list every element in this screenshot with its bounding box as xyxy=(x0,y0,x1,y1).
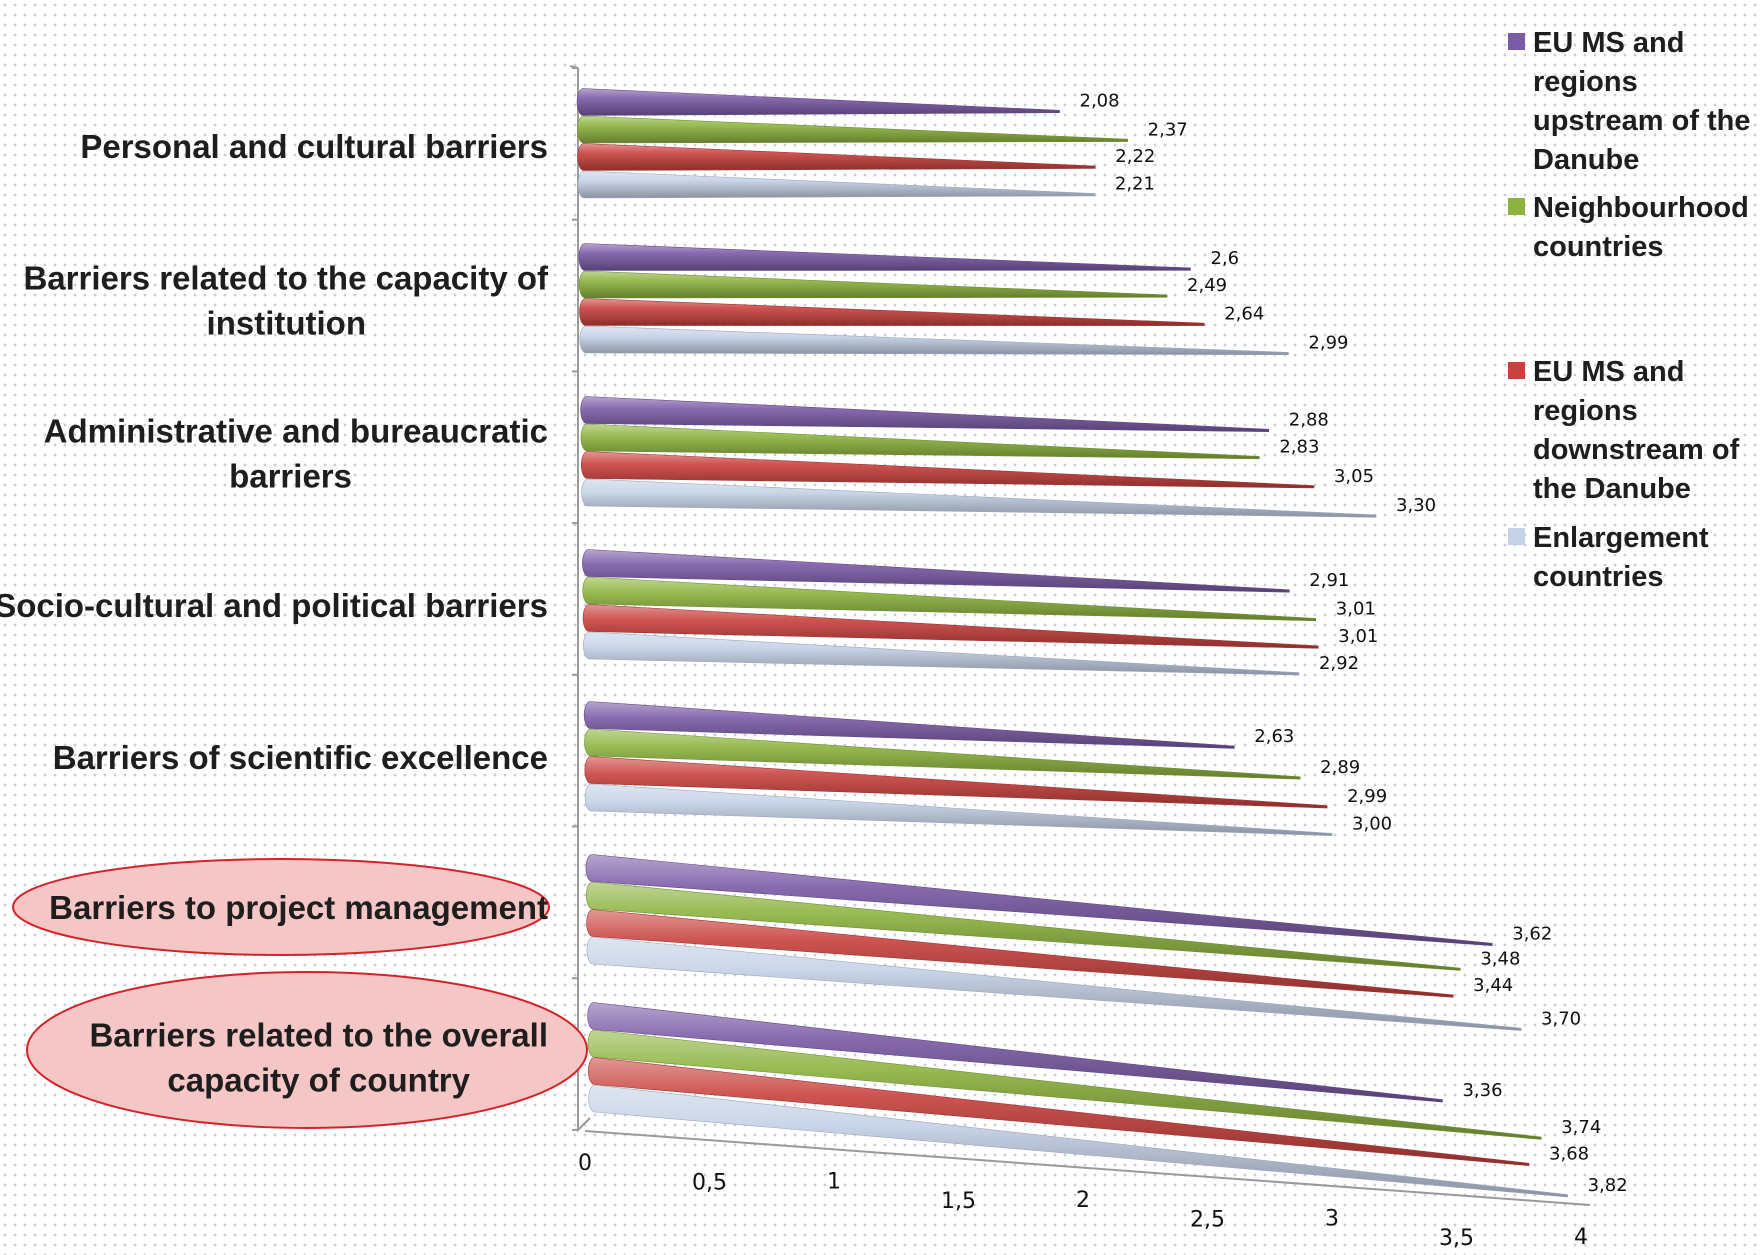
category-label: Barriers related to the overall capacity … xyxy=(89,1017,548,1099)
value-label-2-3: 2,64 xyxy=(1224,303,1264,324)
category-labels: Personal and cultural barriers Barriers r… xyxy=(0,128,588,1129)
bar-6-series-3 xyxy=(586,909,1454,998)
value-label-1-4: 2,21 xyxy=(1115,174,1155,195)
bar-7-series-2 xyxy=(587,1029,1542,1140)
x-tick-label: 3,5 xyxy=(1439,1226,1474,1251)
value-label-5-4: 3,00 xyxy=(1352,814,1392,835)
category-label: Barriers of scientific excellence xyxy=(53,739,548,776)
bar-1-series-1 xyxy=(576,88,1060,116)
value-label-6-1: 3,62 xyxy=(1512,924,1552,945)
bar-2-series-3 xyxy=(579,298,1205,326)
legend-label: EU MS and regions upstream of the Danube xyxy=(1533,27,1751,176)
value-label-2-2: 2,49 xyxy=(1187,275,1227,296)
legend-label: EU MS and regions downstream of the Danube xyxy=(1533,356,1740,505)
axis-layer xyxy=(569,65,1591,1206)
bar-7-series-1 xyxy=(587,1002,1443,1103)
bar-5-series-4 xyxy=(584,783,1333,837)
bar-1-series-2 xyxy=(577,115,1128,144)
bar-5-series-1 xyxy=(583,701,1235,749)
value-label-1-3: 2,22 xyxy=(1115,146,1155,167)
value-label-5-2: 2,89 xyxy=(1320,757,1360,778)
x-tick-label: 4 xyxy=(1574,1225,1588,1250)
bar-1-series-4 xyxy=(577,170,1096,199)
bar-2-series-2 xyxy=(578,270,1168,299)
legend-swatch xyxy=(1508,528,1525,545)
highlight-ellipse xyxy=(26,971,588,1129)
x-tick-label: 0 xyxy=(578,1151,592,1176)
x-tick-label: 2 xyxy=(1076,1188,1090,1213)
x-tick-label: 3 xyxy=(1325,1207,1339,1232)
bar-4-series-1 xyxy=(582,549,1290,593)
x-tick-label: 1 xyxy=(827,1170,841,1195)
legend-swatch xyxy=(1508,33,1525,50)
value-label-7-4: 3,82 xyxy=(1588,1175,1628,1196)
value-label-5-3: 2,99 xyxy=(1347,786,1387,807)
highlight-ellipse xyxy=(12,858,550,956)
category-label: Personal and cultural barriers xyxy=(80,128,548,165)
bar-1-series-3 xyxy=(577,143,1096,171)
category-label: Socio-cultural and political barriers xyxy=(0,587,548,624)
category-label: Barriers to project management xyxy=(49,889,548,926)
bar-3-series-3 xyxy=(580,451,1315,489)
value-label-4-3: 3,01 xyxy=(1338,626,1378,647)
bar-5-series-2 xyxy=(584,728,1301,780)
x-tick-label: 1,5 xyxy=(941,1189,976,1214)
legend: EU MS and regions upstream of the Danube Nei… xyxy=(1508,27,1751,593)
bar-6-series-2 xyxy=(585,881,1461,971)
bar-6-series-1 xyxy=(585,854,1493,947)
bar-7-series-3 xyxy=(588,1057,1530,1166)
bar-4-series-2 xyxy=(582,576,1317,622)
value-label-1-2: 2,37 xyxy=(1148,119,1188,140)
bars-layer: 2,08 2,37 2,22 2,21 2,6 2,49 2,64 2,99 2,88 2,83 3… xyxy=(576,88,1628,1198)
value-label-6-2: 3,48 xyxy=(1480,948,1520,969)
category-label: Barriers related to the capacity of insti… xyxy=(23,260,549,342)
legend-swatch xyxy=(1508,362,1525,379)
value-label-4-2: 3,01 xyxy=(1336,599,1376,620)
legend-label: Neighbourhood countries xyxy=(1533,192,1749,263)
bar-2-series-1 xyxy=(578,243,1191,271)
value-label-5-1: 2,63 xyxy=(1254,726,1294,747)
value-label-7-2: 3,74 xyxy=(1561,1117,1601,1138)
value-label-2-1: 2,6 xyxy=(1210,248,1239,269)
value-label-6-3: 3,44 xyxy=(1473,975,1513,996)
bar-4-series-4 xyxy=(583,631,1300,676)
bar-3-series-4 xyxy=(581,478,1377,518)
value-label-3-3: 3,05 xyxy=(1334,466,1374,487)
x-tick-label: 0,5 xyxy=(692,1170,727,1195)
legend-swatch xyxy=(1508,198,1525,215)
bar-3-series-1 xyxy=(580,396,1270,432)
x-axis-ticks: 0 0,5 1 1,5 2 2,5 3 3,5 4 xyxy=(578,1151,1588,1251)
value-label-7-3: 3,68 xyxy=(1549,1143,1589,1164)
bar-7-series-4 xyxy=(588,1084,1568,1198)
x-tick-label: 2,5 xyxy=(1190,1207,1225,1232)
value-label-7-1: 3,36 xyxy=(1462,1080,1502,1101)
value-label-3-2: 2,83 xyxy=(1279,437,1319,458)
value-label-4-1: 2,91 xyxy=(1309,570,1349,591)
bar-6-series-4 xyxy=(586,936,1522,1031)
bar-2-series-4 xyxy=(579,325,1289,356)
value-label-1-1: 2,08 xyxy=(1080,91,1120,112)
value-label-2-4: 2,99 xyxy=(1308,333,1348,354)
bar-3-series-2 xyxy=(580,423,1260,460)
value-label-6-4: 3,70 xyxy=(1541,1008,1581,1029)
value-label-3-4: 3,30 xyxy=(1396,495,1436,516)
bar-4-series-3 xyxy=(582,604,1319,649)
bar-5-series-3 xyxy=(584,756,1328,809)
category-label: Administrative and bureaucratic barriers xyxy=(44,413,548,495)
value-label-4-4: 2,92 xyxy=(1319,653,1359,674)
legend-label: Enlargement countries xyxy=(1533,522,1709,593)
value-label-3-1: 2,88 xyxy=(1289,409,1329,430)
